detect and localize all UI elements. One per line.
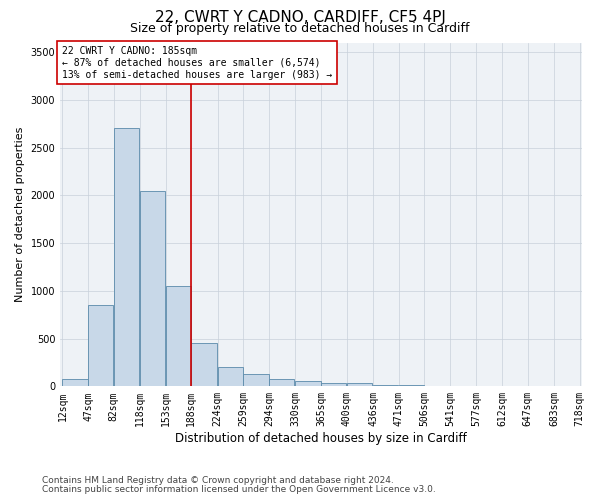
Bar bbox=[140, 190, 166, 386]
Bar bbox=[191, 344, 217, 386]
Bar bbox=[113, 128, 139, 386]
Text: Contains public sector information licensed under the Open Government Licence v3: Contains public sector information licen… bbox=[42, 485, 436, 494]
Bar bbox=[347, 384, 372, 386]
Text: Size of property relative to detached houses in Cardiff: Size of property relative to detached ho… bbox=[130, 22, 470, 35]
Bar bbox=[244, 374, 269, 386]
Bar bbox=[218, 367, 243, 386]
Bar bbox=[88, 305, 113, 386]
Bar bbox=[166, 286, 191, 386]
Bar bbox=[373, 385, 398, 386]
Bar bbox=[62, 379, 88, 386]
Text: 22, CWRT Y CADNO, CARDIFF, CF5 4PJ: 22, CWRT Y CADNO, CARDIFF, CF5 4PJ bbox=[155, 10, 445, 25]
Text: Contains HM Land Registry data © Crown copyright and database right 2024.: Contains HM Land Registry data © Crown c… bbox=[42, 476, 394, 485]
Text: 22 CWRT Y CADNO: 185sqm
← 87% of detached houses are smaller (6,574)
13% of semi: 22 CWRT Y CADNO: 185sqm ← 87% of detache… bbox=[62, 46, 332, 80]
Bar bbox=[295, 380, 320, 386]
X-axis label: Distribution of detached houses by size in Cardiff: Distribution of detached houses by size … bbox=[175, 432, 467, 445]
Bar bbox=[321, 383, 346, 386]
Y-axis label: Number of detached properties: Number of detached properties bbox=[15, 126, 25, 302]
Bar bbox=[269, 378, 295, 386]
